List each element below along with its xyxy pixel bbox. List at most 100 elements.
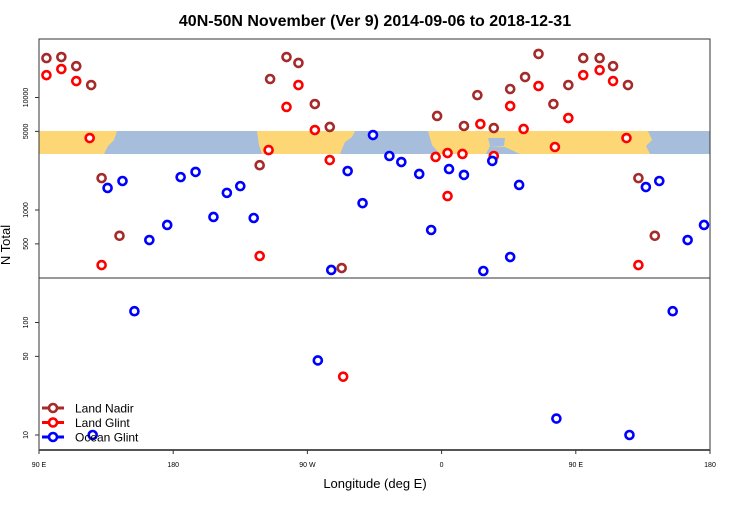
- ocean-glint-point: [190, 166, 201, 178]
- land-glint-point: [254, 250, 265, 262]
- land-nadir-point: [548, 98, 559, 110]
- chart-title: 40N-50N November (Ver 9) 2014-09-06 to 2…: [179, 13, 571, 30]
- land-glint-point: [504, 100, 516, 112]
- x-tick-label: 90 W: [299, 462, 316, 469]
- land-nadir-point: [336, 262, 347, 274]
- land-nadir-point: [431, 110, 443, 122]
- ocean-glint-point: [129, 305, 140, 317]
- ocean-glint-point: [443, 163, 455, 175]
- ocean-glint-point: [396, 156, 407, 168]
- land-glint-point: [430, 151, 441, 163]
- land-north-america: [257, 131, 355, 154]
- y-tick-label: 500: [23, 238, 30, 250]
- land-nadir-point: [264, 73, 276, 85]
- y-tick-label: 1000: [23, 202, 30, 218]
- ocean-glint-point: [486, 155, 498, 167]
- plot-frame: [38, 38, 711, 451]
- land-nadir-point: [458, 120, 470, 132]
- ocean-glint-point: [235, 180, 246, 192]
- land-glint-point: [84, 132, 95, 144]
- y-tick-label: 100: [23, 317, 30, 329]
- ocean-glint-point: [682, 234, 693, 246]
- land-nadir-point: [563, 79, 574, 91]
- ocean-glint-point: [551, 413, 562, 424]
- ocean-glint-point: [425, 224, 437, 236]
- land-glint-point: [563, 112, 574, 124]
- land-nadir-point: [70, 60, 82, 72]
- y-tick-label: 10: [23, 431, 30, 439]
- land-glint-point: [41, 69, 52, 81]
- y-tick-label: 50: [23, 352, 30, 360]
- land-nadir-point: [114, 230, 125, 242]
- land-glint-point: [549, 141, 561, 153]
- ocean-glint-point: [478, 265, 489, 277]
- ocean-glint-point: [161, 219, 173, 231]
- land-asia: [39, 131, 117, 154]
- ocean-glint-point: [221, 187, 233, 199]
- land-nadir-point: [607, 60, 619, 72]
- ocean-glint-point: [144, 234, 155, 246]
- land-nadir-point: [488, 122, 500, 134]
- land-nadir-point: [649, 230, 661, 242]
- ocean-glint-point: [175, 171, 186, 183]
- x-axis-ticks: 90 E 180 90 W 0 90 E 180: [32, 450, 716, 469]
- land-nadir-point: [519, 71, 531, 83]
- ocean-glint-point: [325, 264, 337, 276]
- ocean-glint-point: [102, 182, 113, 194]
- land-glint-point: [442, 190, 453, 202]
- x-tick-label: 180: [704, 462, 716, 469]
- ocean-glint-point: [624, 429, 635, 441]
- land-glint-point: [309, 124, 321, 136]
- ocean-glint-point: [357, 197, 368, 209]
- ocean-glint-point: [413, 168, 425, 180]
- land-nadir-point: [281, 51, 292, 63]
- land-nadir-point: [633, 172, 644, 184]
- ocean-glint-point: [312, 355, 324, 366]
- land-glint-point: [518, 123, 529, 135]
- data-points: [41, 48, 710, 441]
- land-nadir-point: [293, 57, 304, 69]
- ocean-glint-point: [117, 175, 128, 187]
- land-glint-point: [70, 75, 82, 87]
- land-glint-point: [263, 144, 274, 156]
- x-tick-label: 0: [440, 462, 444, 469]
- ocean-glint-point: [342, 165, 353, 177]
- land-nadir-point: [56, 51, 67, 63]
- x-tick-label: 90 E: [569, 462, 584, 469]
- land-nadir-point: [41, 52, 52, 64]
- land-nadir-point: [472, 89, 483, 101]
- land-nadir-point: [622, 79, 634, 91]
- land-glint-point: [457, 148, 468, 160]
- y-axis-ticks: 10 50 100 500 1000 5000 10000: [23, 88, 39, 439]
- map-strip: [39, 131, 710, 154]
- legend-label-land-glint: Land Glint: [75, 416, 130, 430]
- land-glint-point: [281, 101, 292, 113]
- land-glint-point: [96, 259, 107, 271]
- land-glint-point: [337, 371, 349, 382]
- land-nadir-point: [594, 52, 605, 64]
- land-glint-point: [442, 147, 453, 159]
- ocean-glint-point: [384, 150, 395, 162]
- ocean-glint-point: [458, 169, 470, 181]
- legend-marker-land-glint: [47, 417, 59, 428]
- ocean-glint-point: [87, 429, 98, 441]
- ocean-glint-point: [698, 219, 710, 231]
- x-axis-label: Longitude (deg E): [323, 476, 426, 491]
- ocean-glint-point: [367, 129, 379, 141]
- ocean-glint-point: [208, 211, 219, 223]
- legend-marker-land-nadir: [47, 402, 59, 414]
- land-glint-point: [607, 75, 619, 87]
- land-glint-point: [594, 64, 605, 76]
- land-nadir-point: [577, 52, 589, 64]
- y-tick-label: 10000: [23, 88, 30, 108]
- land-glint-point: [475, 118, 486, 130]
- land-eurasia: [428, 131, 652, 154]
- land-nadir-point: [254, 159, 265, 171]
- y-tick-label: 5000: [23, 123, 30, 139]
- ocean-glint-point: [248, 212, 260, 224]
- land-nadir-point: [533, 48, 544, 60]
- land-glint-point: [621, 132, 632, 144]
- y-axis-label: N Total: [0, 225, 13, 265]
